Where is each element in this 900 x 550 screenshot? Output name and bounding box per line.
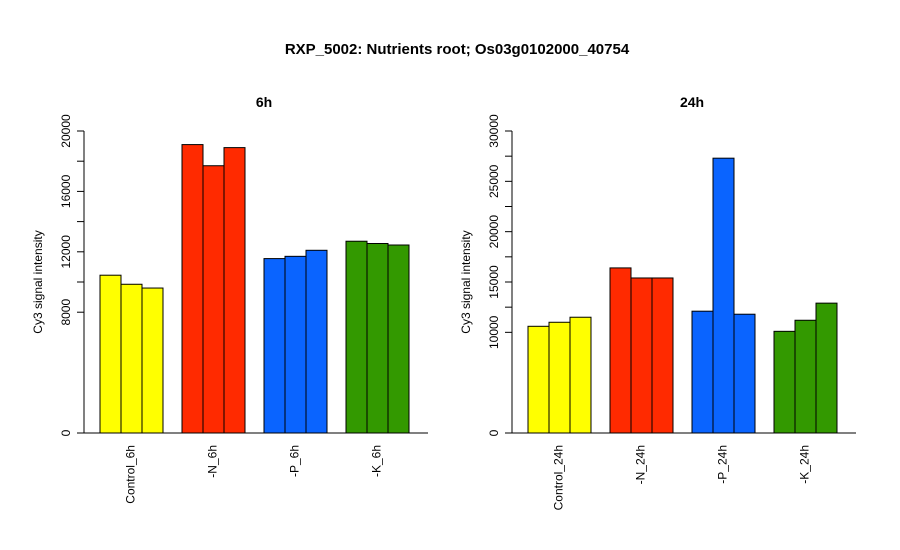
bar: [527, 325, 550, 434]
y-tick-label: 16000: [59, 174, 73, 208]
bar: [366, 242, 389, 434]
bar: [387, 244, 410, 434]
bar: [733, 313, 756, 434]
x-category-label: -N_6h: [206, 445, 220, 478]
x-category-label: -P_24h: [716, 445, 730, 484]
x-category-label: -P_6h: [288, 445, 302, 477]
bar: [815, 302, 838, 434]
bar: [99, 274, 122, 434]
y-tick-label: 15000: [487, 265, 501, 299]
y-axis-label: Cy3 signal intensity: [459, 230, 473, 333]
y-tick-label: 0: [487, 429, 501, 436]
bar: [609, 267, 632, 434]
bar: [794, 319, 817, 434]
bar: [202, 165, 225, 434]
y-axis-label: Cy3 signal intensity: [31, 230, 45, 333]
bar: [120, 283, 143, 434]
figure-title: RXP_5002: Nutrients root; Os03g0102000_4…: [285, 41, 630, 58]
bar: [651, 277, 674, 434]
bar: [284, 255, 307, 434]
bar: [141, 287, 164, 434]
panel-title: 6h: [256, 94, 272, 110]
bar: [548, 321, 571, 434]
chart-panel: 6h 0 8000 12000 16000 20000 Cy3 signal intensi…: [31, 94, 428, 504]
bar: [691, 310, 714, 434]
bar: [263, 258, 286, 434]
bar: [223, 147, 246, 434]
y-tick-label: 0: [59, 429, 73, 436]
x-category-label: Control_6h: [124, 445, 138, 504]
chart-panels: 6h 0 8000 12000 16000 20000 Cy3 signal intensi…: [31, 94, 856, 510]
bar: [345, 240, 368, 434]
panel-title: 24h: [680, 94, 704, 110]
y-tick-label: 20000: [59, 114, 73, 148]
y-tick-label: 12000: [59, 235, 73, 269]
y-tick-label: 25000: [487, 164, 501, 198]
chart-panel: 24h 0 10000 15000 20000 25000 30000 Cy3 signal …: [459, 94, 856, 510]
bar: [712, 157, 735, 434]
x-category-label: -K_6h: [370, 445, 384, 477]
x-category-label: -N_24h: [634, 445, 648, 484]
y-tick-label: 30000: [487, 114, 501, 148]
bar: [630, 277, 653, 434]
bar: [181, 144, 204, 434]
y-tick-label: 8000: [59, 299, 73, 326]
x-category-label: -K_24h: [798, 445, 812, 484]
x-category-label: Control_24h: [552, 445, 566, 510]
y-tick-label: 10000: [487, 315, 501, 349]
bar: [773, 330, 796, 434]
y-tick-label: 20000: [487, 215, 501, 249]
bar: [305, 249, 328, 434]
bar: [569, 316, 592, 434]
